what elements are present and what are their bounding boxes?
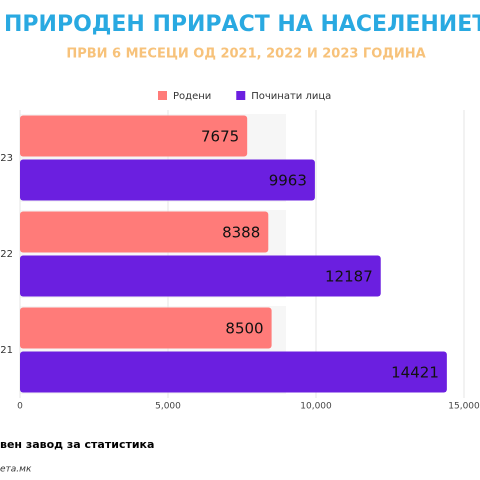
legend-swatch [158,91,167,100]
chart-title: ПРИРОДЕН ПРИРАСТ НА НАСЕЛЕНИЕТО [4,12,480,37]
bar [20,351,447,393]
x-tick-label: 0 [17,402,23,412]
credit: ета.мк [0,465,32,475]
value-label: 8388 [222,224,260,242]
value-label: 14421 [391,364,439,382]
bar [20,255,381,297]
y-tick-label: 2021 [0,345,13,356]
bar [20,307,272,349]
y-tick-label: 2022 [0,249,13,260]
legend-swatch [236,91,246,100]
x-tick-label: 15,000 [448,402,480,412]
y-tick-label: 2023 [0,153,13,164]
bar [20,159,315,201]
bar [20,115,248,157]
value-label: 8500 [225,320,263,338]
x-tick-label: 10,000 [300,402,332,412]
source: вен завод за статистика [0,438,154,451]
value-label: 7675 [201,128,239,146]
x-tick-label: 5,000 [155,402,181,412]
bar [20,211,269,253]
legend-label: Починати лица [251,91,331,102]
value-label: 12187 [325,268,373,286]
value-label: 9963 [269,172,307,190]
chart-subtitle: ПРВИ 6 МЕСЕЦИ ОД 2021, 2022 И 2023 ГОДИН… [66,47,425,62]
legend-label: Родени [173,91,211,102]
